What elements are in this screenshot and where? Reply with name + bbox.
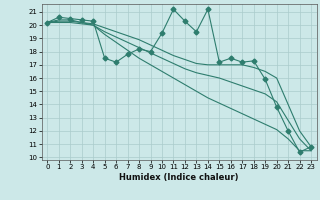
X-axis label: Humidex (Indice chaleur): Humidex (Indice chaleur) <box>119 173 239 182</box>
